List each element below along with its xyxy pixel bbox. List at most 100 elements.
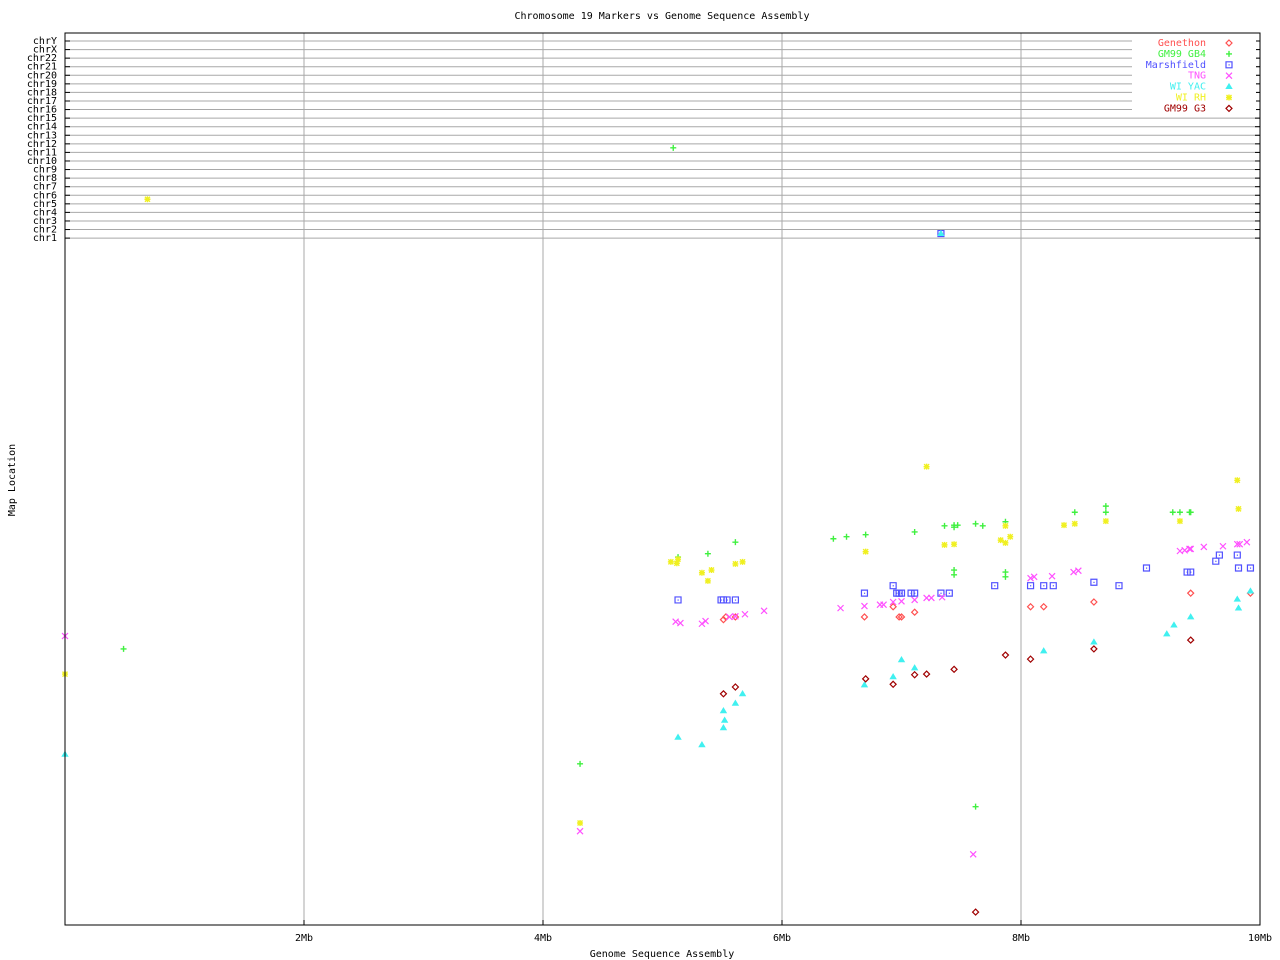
data-point xyxy=(577,760,584,767)
data-point xyxy=(1176,518,1183,525)
data-point xyxy=(1040,582,1048,590)
chromosome-label: chr7 xyxy=(33,182,57,193)
data-point xyxy=(1001,651,1010,659)
data-point xyxy=(731,699,740,706)
data-point xyxy=(971,908,980,916)
data-point xyxy=(1070,568,1078,576)
data-point xyxy=(1187,509,1194,516)
data-point xyxy=(1102,518,1109,525)
data-point xyxy=(576,827,584,835)
off-chromosome-point xyxy=(937,229,945,238)
data-point xyxy=(1026,655,1035,663)
data-point xyxy=(1115,582,1123,590)
data-point xyxy=(1102,509,1109,516)
data-point xyxy=(1049,582,1057,590)
data-point xyxy=(1030,573,1038,581)
chromosome-label: chr16 xyxy=(27,105,57,116)
data-point xyxy=(951,541,958,548)
series-marshfield xyxy=(674,229,1255,604)
data-point xyxy=(889,673,897,680)
data-point xyxy=(1181,546,1189,554)
chromosome-label: chrX xyxy=(33,45,57,56)
data-point xyxy=(923,463,930,470)
data-point-center xyxy=(901,592,903,594)
chromosome-label: chrY xyxy=(33,36,57,47)
data-point-center xyxy=(734,599,737,601)
data-point xyxy=(889,598,897,606)
data-point-center xyxy=(720,599,722,601)
data-point-center xyxy=(898,592,900,594)
data-point-center xyxy=(1249,567,1252,569)
data-point xyxy=(979,522,986,529)
data-point xyxy=(731,683,740,691)
legend-label: GM99 GB4 xyxy=(1158,49,1206,60)
chromosome-label: chr20 xyxy=(27,70,57,81)
chromosome-label: chr21 xyxy=(27,62,57,73)
data-point xyxy=(889,602,897,611)
chromosome-label: chr10 xyxy=(27,156,57,167)
data-point xyxy=(1026,582,1035,590)
off-chromosome-point xyxy=(937,229,945,236)
series-gm99-gb4 xyxy=(120,144,1194,810)
x-tick-label: 2Mb xyxy=(295,933,313,944)
data-point xyxy=(1233,551,1241,559)
off-chromosome-point xyxy=(144,196,151,203)
data-point xyxy=(889,680,897,689)
data-point xyxy=(672,618,680,626)
data-point xyxy=(910,670,919,679)
data-point xyxy=(120,645,127,652)
legend-label: WI RH xyxy=(1176,93,1206,104)
legend-marker xyxy=(1225,72,1233,80)
data-point xyxy=(1027,574,1034,582)
legend-label: WI YAC xyxy=(1170,82,1206,93)
chromosome-label: chr15 xyxy=(27,113,57,124)
chromosome-label: chr11 xyxy=(27,147,57,158)
chromosome-label: chr3 xyxy=(33,216,57,227)
data-point-center xyxy=(994,585,996,587)
x-axis-label: Genome Sequence Assembly xyxy=(590,949,735,960)
x-tick-label: 6Mb xyxy=(773,933,791,944)
data-point-center xyxy=(1218,554,1221,556)
data-point xyxy=(731,596,739,604)
chromosome-label: chr18 xyxy=(27,87,57,98)
series-wi-yac xyxy=(61,229,1255,757)
data-point-center xyxy=(1043,585,1045,587)
data-point xyxy=(760,607,768,615)
data-point xyxy=(1215,551,1223,559)
data-point xyxy=(1234,604,1243,611)
data-point xyxy=(860,589,869,597)
data-point xyxy=(1007,533,1014,540)
off-chromosome-point xyxy=(670,144,677,151)
chromosome-label: chr5 xyxy=(33,199,57,210)
data-point xyxy=(897,613,906,621)
data-point xyxy=(860,613,869,621)
data-point xyxy=(927,594,935,602)
y-axis-label: Map Location xyxy=(7,444,18,516)
grid: chrYchrXchr22chr21chr20chr19chr18chr17ch… xyxy=(27,33,1272,944)
data-point xyxy=(1234,564,1243,572)
data-point xyxy=(945,589,953,597)
data-point xyxy=(1039,602,1048,611)
data-point-center xyxy=(914,592,916,594)
data-point xyxy=(911,528,918,535)
data-point xyxy=(675,556,682,563)
data-point xyxy=(1090,645,1098,653)
data-point-center xyxy=(948,592,950,594)
data-points xyxy=(61,144,1255,916)
chromosome-label: chr8 xyxy=(33,173,57,184)
data-point xyxy=(732,560,739,567)
data-point xyxy=(911,596,919,604)
series-wi-rh xyxy=(62,196,1242,826)
data-point xyxy=(1186,545,1193,553)
data-point-center xyxy=(1215,560,1217,562)
data-point-center xyxy=(1145,567,1148,569)
chromosome-label: chr19 xyxy=(27,79,57,90)
data-point xyxy=(1236,540,1244,548)
data-point xyxy=(897,589,906,597)
legend-background xyxy=(1132,36,1256,114)
data-point xyxy=(702,617,709,625)
data-point xyxy=(1102,503,1109,510)
legend-label: GM99 G3 xyxy=(1164,103,1206,114)
data-point-center xyxy=(726,599,728,601)
